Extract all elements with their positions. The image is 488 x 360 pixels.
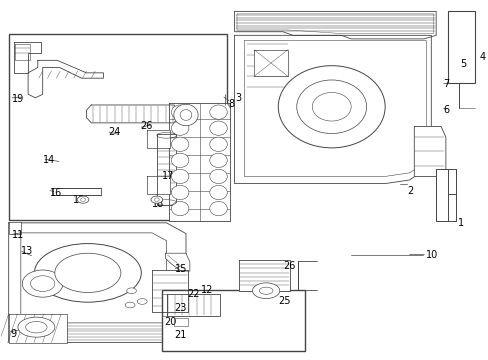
- Polygon shape: [14, 42, 41, 73]
- Text: 17: 17: [162, 171, 174, 181]
- Polygon shape: [52, 188, 101, 195]
- Polygon shape: [253, 50, 287, 76]
- Text: 21: 21: [174, 330, 186, 341]
- Text: 15: 15: [175, 264, 187, 274]
- Text: 2: 2: [406, 186, 412, 196]
- Ellipse shape: [18, 317, 55, 337]
- Polygon shape: [9, 314, 67, 342]
- Polygon shape: [9, 223, 185, 342]
- Polygon shape: [147, 176, 170, 194]
- Text: 23: 23: [174, 303, 186, 313]
- Text: 12: 12: [200, 285, 212, 295]
- Text: 6: 6: [443, 105, 448, 115]
- Polygon shape: [28, 60, 103, 98]
- Polygon shape: [239, 260, 290, 291]
- Text: 18: 18: [152, 199, 164, 209]
- Text: 16: 16: [50, 188, 62, 198]
- Text: 19: 19: [12, 94, 24, 104]
- Text: 13: 13: [21, 247, 33, 256]
- Ellipse shape: [171, 105, 188, 119]
- Ellipse shape: [171, 185, 188, 200]
- Text: 7: 7: [443, 78, 449, 89]
- Ellipse shape: [55, 253, 121, 293]
- Polygon shape: [86, 105, 178, 123]
- Polygon shape: [152, 270, 188, 312]
- Ellipse shape: [209, 185, 227, 200]
- Text: 26: 26: [283, 261, 295, 271]
- Ellipse shape: [151, 196, 163, 203]
- Bar: [162, 290, 305, 351]
- Text: 5: 5: [460, 59, 466, 69]
- Ellipse shape: [174, 104, 198, 126]
- Ellipse shape: [209, 137, 227, 152]
- Ellipse shape: [171, 202, 188, 216]
- Polygon shape: [413, 126, 445, 176]
- Ellipse shape: [296, 80, 366, 134]
- Bar: [9, 34, 227, 220]
- Text: 14: 14: [42, 156, 55, 165]
- Text: 10: 10: [426, 250, 438, 260]
- Text: 20: 20: [164, 317, 177, 327]
- Text: 24: 24: [108, 127, 121, 138]
- Polygon shape: [9, 222, 21, 234]
- Text: 3: 3: [235, 93, 242, 103]
- Polygon shape: [234, 12, 435, 39]
- Ellipse shape: [171, 137, 188, 152]
- Ellipse shape: [22, 270, 63, 297]
- Polygon shape: [234, 35, 430, 184]
- Text: 11: 11: [12, 230, 24, 240]
- Text: 22: 22: [186, 289, 199, 299]
- Polygon shape: [147, 130, 170, 148]
- Ellipse shape: [171, 153, 188, 167]
- Text: 1: 1: [457, 218, 463, 228]
- Polygon shape: [166, 294, 220, 316]
- Ellipse shape: [137, 298, 147, 304]
- Text: 8: 8: [228, 99, 234, 109]
- Text: 9: 9: [10, 329, 16, 339]
- Ellipse shape: [171, 169, 188, 184]
- Polygon shape: [169, 103, 229, 221]
- Ellipse shape: [252, 283, 279, 298]
- Text: 25: 25: [278, 296, 290, 306]
- Polygon shape: [165, 253, 189, 271]
- Bar: [435, 169, 447, 221]
- Polygon shape: [174, 318, 188, 327]
- Text: 4: 4: [479, 52, 485, 62]
- Text: 26: 26: [140, 121, 152, 131]
- Ellipse shape: [171, 121, 188, 135]
- Ellipse shape: [209, 153, 227, 167]
- Ellipse shape: [278, 66, 385, 148]
- Ellipse shape: [34, 244, 141, 302]
- Ellipse shape: [126, 288, 136, 294]
- Ellipse shape: [209, 202, 227, 216]
- Polygon shape: [157, 134, 176, 205]
- Ellipse shape: [209, 121, 227, 135]
- Bar: [447, 12, 474, 83]
- Ellipse shape: [125, 302, 135, 308]
- Text: 18: 18: [73, 195, 85, 205]
- Ellipse shape: [209, 105, 227, 119]
- Ellipse shape: [77, 196, 89, 203]
- Ellipse shape: [209, 169, 227, 184]
